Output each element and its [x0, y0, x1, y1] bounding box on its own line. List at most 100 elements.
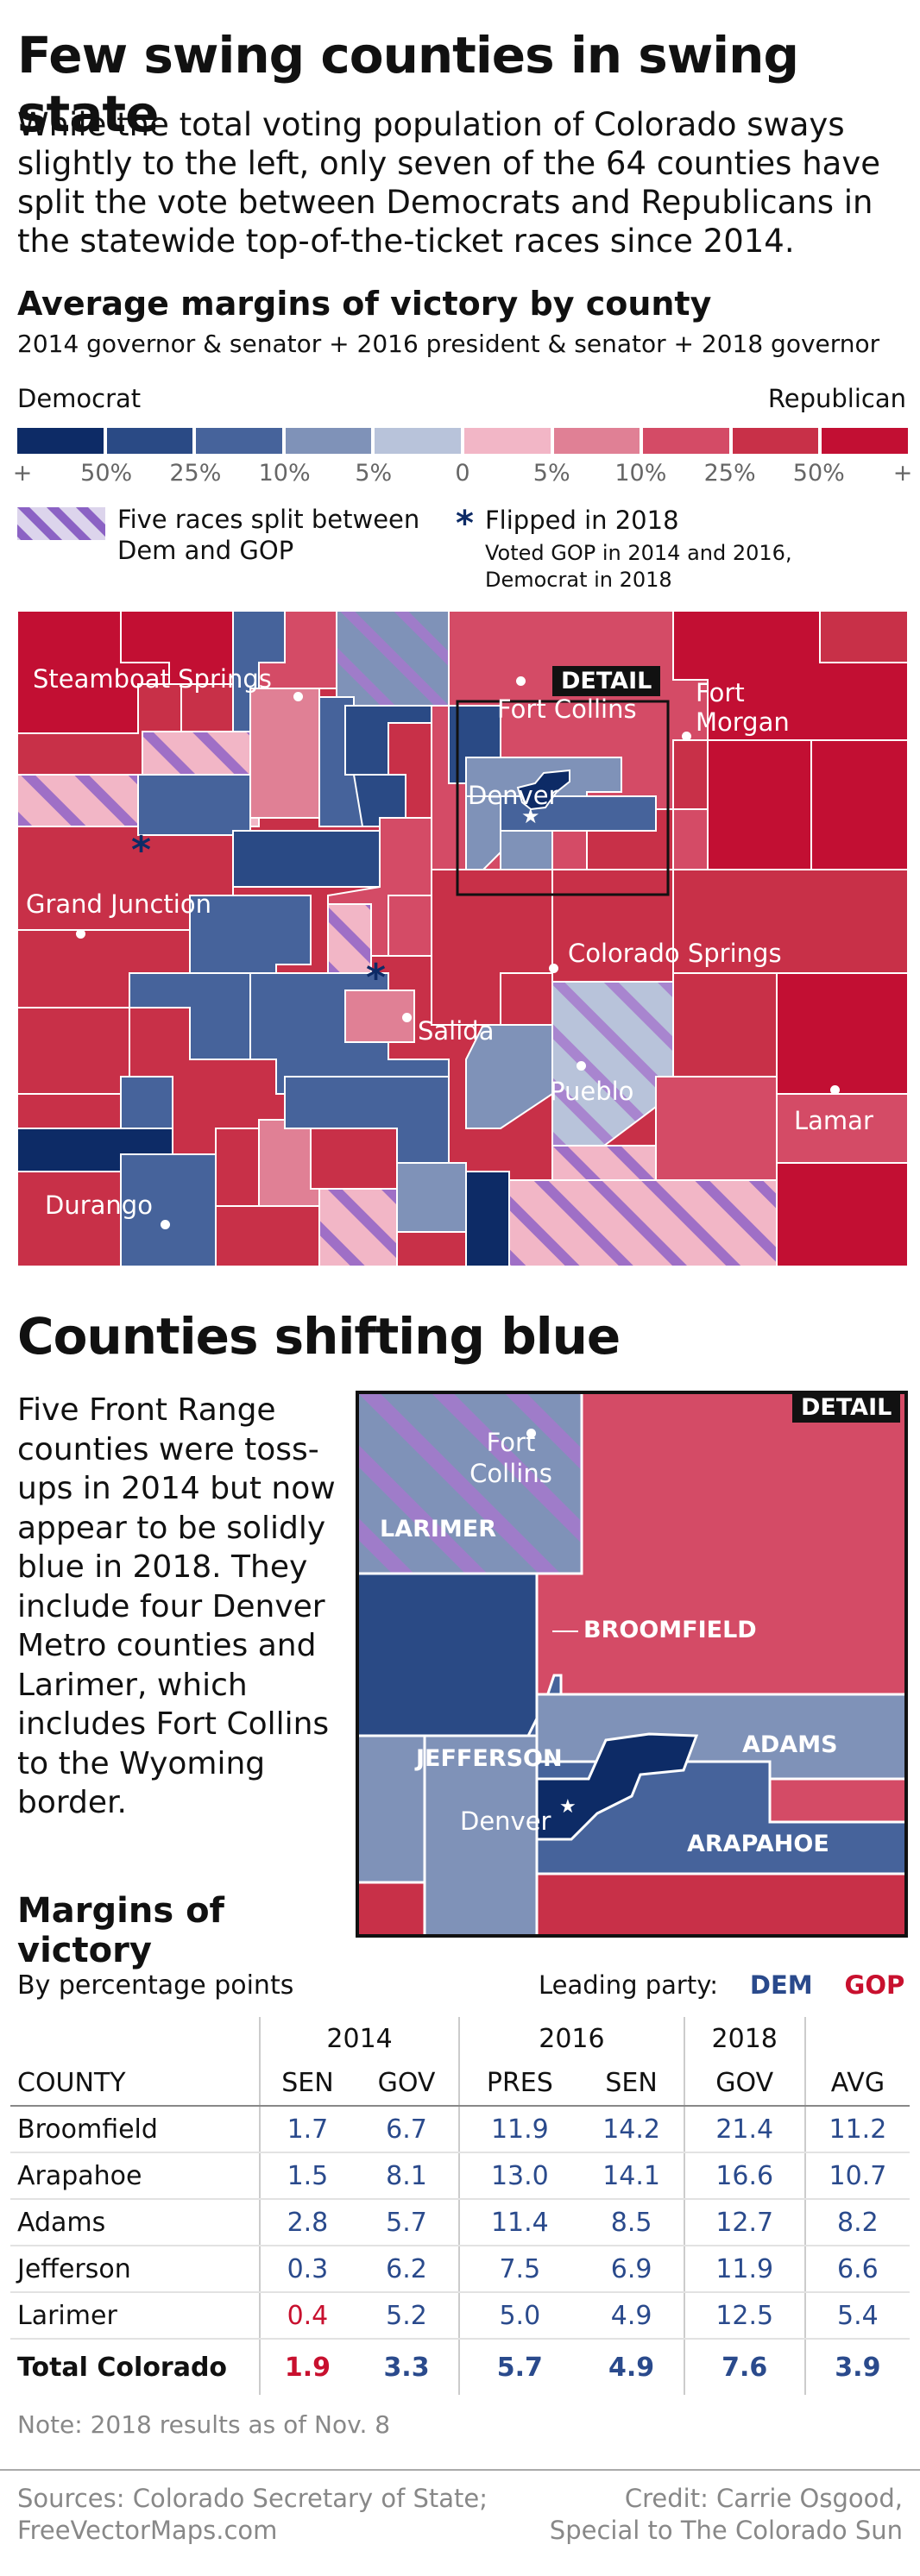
city-label-pueblo: Pueblo [550, 1077, 634, 1106]
margin-value: 13.0 [458, 2152, 580, 2200]
table-total-row: Total Colorado 1.9 3.3 5.7 4.9 7.6 3.9 [10, 2339, 910, 2395]
margin-value: 6.2 [354, 2246, 460, 2293]
dem-label: DEM [749, 1970, 813, 2000]
county [344, 705, 432, 776]
county [707, 739, 812, 870]
scale-tick-label: 10% [258, 460, 311, 487]
county [356, 1881, 426, 1938]
city-label-denver: Denver [468, 781, 559, 810]
margin-value: 6.7 [354, 2106, 460, 2153]
scale-tick-label: 5% [532, 460, 570, 487]
county [120, 611, 234, 685]
scale-swatch [732, 428, 819, 454]
city-label-fort-collins: Fort Collins [497, 694, 637, 724]
margin-value: 11.9 [458, 2106, 580, 2153]
column-header: GOV [683, 2060, 805, 2107]
margin-value: 21.4 [683, 2106, 805, 2153]
county [310, 1119, 398, 1190]
legend-democrat-label: Democrat [17, 384, 142, 413]
column-header: AVG [803, 2060, 910, 2107]
county [672, 972, 778, 1078]
shift-heading: Counties shifting blue [17, 1307, 621, 1366]
flipped-star-icon: * [456, 504, 474, 543]
county-split [318, 1188, 398, 1266]
city-dot-fort-collins-detail [526, 1429, 536, 1438]
margin-value: 11.9 [683, 2246, 805, 2293]
margin-value: 10.7 [803, 2152, 910, 2200]
county-split [551, 1145, 657, 1181]
scale-swatch [463, 428, 551, 454]
scale-tick-label: + [892, 460, 913, 487]
scale-tick-label: 0 [455, 460, 470, 487]
county-split [508, 1179, 778, 1266]
page-title: Few swing counties in swing state [17, 26, 799, 143]
intro-text: While the total voting population of Col… [17, 106, 880, 260]
city-label-steamboat: Steamboat Springs [33, 664, 272, 694]
scale-swatch [17, 428, 104, 454]
margin-value: 6.6 [803, 2246, 910, 2293]
scale-swatch [553, 428, 640, 454]
scale-tick-label: 10% [614, 460, 667, 487]
county-denver [516, 769, 570, 811]
flipped-star-icon: * [131, 828, 152, 872]
county [344, 990, 415, 1043]
county [249, 688, 320, 819]
county-name: Broomfield [10, 2106, 260, 2153]
margin-value: 1.7 [259, 2106, 355, 2153]
margin-value: 16.6 [683, 2152, 805, 2200]
label-arapahoe: ARAPAHOE [687, 1831, 829, 1857]
city-dot-fort-collins [516, 676, 526, 686]
flipped-legend-note: Voted GOP in 2014 and 2016, Democrat in … [485, 541, 792, 592]
margin-value: 1.5 [259, 2152, 355, 2200]
county-name: Arapahoe [10, 2152, 260, 2200]
leading-party-legend: Leading party: DEM GOP [539, 1970, 904, 2000]
label-broomfield: BROOMFIELD [583, 1617, 757, 1643]
scale-swatch [106, 428, 193, 454]
legend-republican-label: Republican [767, 384, 906, 413]
county [396, 1162, 467, 1233]
county [120, 1076, 173, 1129]
table-subheading: By percentage points [17, 1970, 294, 2001]
note: Note: 2018 results as of Nov. 8 [17, 2410, 391, 2439]
county-split [17, 774, 143, 827]
column-header: GOV [354, 2060, 460, 2107]
city-dot-fort-morgan [682, 732, 691, 741]
label-larimer: LARIMER [380, 1516, 497, 1542]
detail-frame [356, 1391, 908, 1938]
county-jefferson [465, 795, 501, 870]
county [810, 739, 908, 870]
city-label-colorado-springs: Colorado Springs [568, 939, 782, 968]
year-header: 2018 [683, 2017, 805, 2060]
margin-value: 4.9 [608, 2352, 655, 2383]
margin-value: 3.3 [383, 2352, 430, 2383]
flipped-legend-label: Flipped in 2018 [485, 506, 679, 535]
table-row: Broomfield 1.7 6.7 11.9 14.2 21.4 11.2 [10, 2106, 910, 2153]
denver-star-icon: ★ [559, 1796, 577, 1818]
margin-value: 5.7 [458, 2339, 580, 2395]
margin-value: 6.9 [579, 2246, 684, 2293]
margin-value: 7.6 [683, 2339, 805, 2395]
county [776, 1093, 908, 1164]
city-dot-durango [161, 1220, 170, 1229]
label-denver-detail: Denver [460, 1806, 551, 1836]
gop-label: GOP [844, 1970, 905, 2000]
column-header: COUNTY [10, 2060, 260, 2107]
city-dot-colorado-springs [549, 964, 558, 973]
margin-value: 12.5 [683, 2292, 805, 2340]
county [655, 1076, 778, 1181]
city-dot-pueblo [577, 1061, 586, 1071]
county [232, 830, 381, 888]
county [672, 739, 709, 810]
scale-tick-label: 25% [703, 460, 756, 487]
city-dot-grand-junction [76, 929, 85, 939]
city-dot-salida [402, 1013, 412, 1022]
detail-tag: DETAIL [552, 666, 661, 696]
broomfield-leader-line [552, 1630, 578, 1632]
county [137, 774, 251, 836]
margins-table: 2014 2016 2018 COUNTY SEN GOV PRES SEN G… [10, 2017, 910, 2395]
county [465, 1171, 510, 1266]
city-label-grand-junction: Grand Junction [26, 889, 211, 919]
county-larimer [356, 1391, 583, 1575]
margin-value: 8.5 [579, 2199, 684, 2246]
margin-value: 0.3 [259, 2246, 355, 2293]
